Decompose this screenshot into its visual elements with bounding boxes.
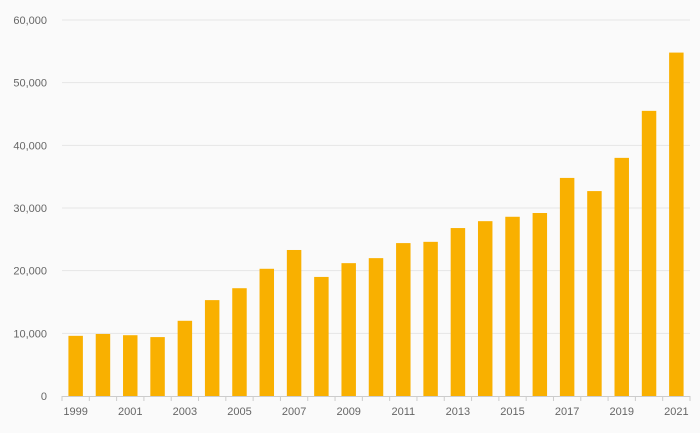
bar-2014 — [477, 221, 493, 396]
bar-2011 — [396, 243, 411, 396]
y-tick-label: 30,000 — [13, 203, 47, 215]
x-tick-label: 2003 — [173, 406, 197, 418]
x-tick-label: 2015 — [500, 406, 524, 418]
x-axis: 1999 2001 2003 2005 2007 2009 2011 2013 2015 2017… — [61, 396, 691, 418]
x-tick-label: 2013 — [446, 406, 470, 418]
y-tick-label: 20,000 — [13, 266, 47, 278]
y-tick-label: 0 — [41, 391, 47, 403]
x-tick-label: 1999 — [63, 406, 87, 418]
bar-2009 — [341, 263, 356, 396]
x-tick-label: 2019 — [609, 406, 633, 418]
y-axis-tick-labels: 0 10,000 20,000 30,000 40,000 50,000 60,000 — [13, 15, 47, 403]
bar-2007 — [286, 249, 302, 396]
y-tick-label: 60,000 — [13, 15, 47, 27]
bar-2010 — [368, 258, 384, 396]
bars — [68, 52, 684, 396]
x-tick-label: 2009 — [336, 406, 360, 418]
x-tick-label: 2001 — [118, 406, 142, 418]
bar-2002 — [150, 337, 165, 396]
bar-2003 — [177, 320, 193, 396]
bar-2015 — [505, 216, 520, 396]
bar-2013 — [450, 228, 466, 396]
bar-2001 — [123, 335, 138, 396]
y-tick-label: 50,000 — [13, 78, 47, 90]
bar-2017 — [559, 177, 575, 396]
x-tick-label: 2007 — [282, 406, 306, 418]
bar-2006 — [259, 268, 275, 396]
bar-2021 — [669, 52, 684, 396]
x-tick-label: 2021 — [664, 406, 688, 418]
y-tick-label: 40,000 — [13, 140, 47, 152]
bar-2005 — [232, 288, 247, 396]
bar-2000 — [95, 333, 111, 396]
bar-2004 — [204, 300, 220, 396]
x-tick-label: 2017 — [555, 406, 579, 418]
bar-2008 — [314, 276, 329, 396]
bar-2020 — [641, 110, 657, 396]
bar-1999 — [68, 335, 83, 396]
bar-2018 — [587, 191, 602, 396]
gridlines — [62, 19, 690, 334]
x-tick-label: 2005 — [227, 406, 251, 418]
bar-2012 — [423, 241, 438, 396]
bar-2016 — [532, 213, 548, 396]
x-tick-label: 2011 — [391, 406, 415, 418]
y-tick-label: 10,000 — [13, 328, 47, 340]
bar-2019 — [614, 157, 629, 396]
